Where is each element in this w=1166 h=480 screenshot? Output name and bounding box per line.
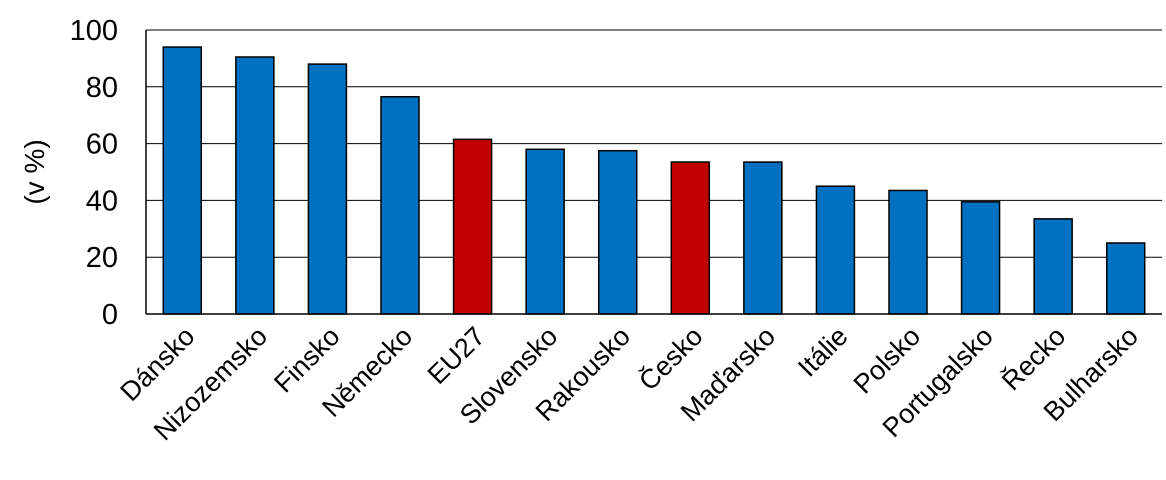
- y-tick-label-40: 40: [86, 185, 118, 217]
- y-tick-label-20: 20: [86, 242, 118, 274]
- bar-11: [960, 201, 1001, 315]
- bar-13: [1105, 242, 1146, 315]
- bar-10: [888, 189, 928, 315]
- bar-1: [235, 56, 275, 315]
- y-axis-title: (v %): [19, 139, 50, 204]
- bar-8: [743, 161, 783, 315]
- y-tick-label-100: 100: [70, 15, 118, 47]
- y-tick-label-0: 0: [102, 299, 118, 331]
- bar-9: [815, 185, 856, 315]
- bar-5: [525, 148, 565, 315]
- bar-0: [162, 46, 203, 315]
- y-tick-label-80: 80: [86, 72, 118, 104]
- y-tick-label-60: 60: [86, 129, 118, 161]
- bar-7: [670, 161, 711, 315]
- bar-4: [452, 138, 493, 315]
- bar-2: [307, 63, 348, 315]
- x-tick-label-9: Itálie: [792, 321, 854, 383]
- bar-3: [380, 95, 420, 315]
- bar-6: [597, 149, 638, 315]
- bar-12: [1033, 218, 1073, 315]
- x-tick-label-4: EU27: [422, 321, 491, 390]
